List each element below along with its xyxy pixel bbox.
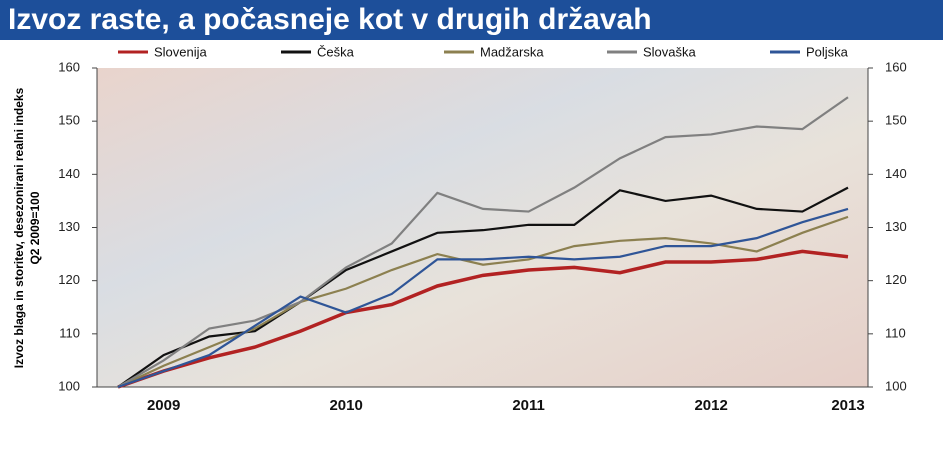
series-line [117, 186, 849, 388]
y-tick-label: 110 [59, 325, 80, 340]
y-tick-label: 100 [58, 378, 80, 393]
series-line [117, 249, 849, 389]
y-tick-label: 140 [58, 166, 80, 181]
x-tick-label: 2011 [512, 397, 545, 414]
y-tick-label: 150 [58, 113, 80, 128]
y2-tick-label: 160 [885, 59, 907, 74]
y2-tick-label: 130 [885, 219, 907, 234]
title-bar [0, 0, 943, 40]
y2-tick-label: 140 [885, 166, 907, 181]
series-line [117, 207, 849, 389]
y-tick-label: 160 [58, 59, 80, 74]
legend-label: Poljska [806, 44, 849, 59]
y2-tick-label: 120 [885, 272, 907, 287]
y-axis-label: Q2 2009=100 [28, 191, 42, 264]
legend-label: Slovaška [643, 44, 697, 59]
legend-label: Češka [317, 44, 355, 59]
x-tick-label: 2013 [831, 397, 864, 414]
y-axis-label: Izvoz blaga in storitev, desezonirani re… [12, 87, 26, 368]
legend-label: Madžarska [480, 44, 544, 59]
y2-tick-label: 110 [885, 325, 906, 340]
legend-label: Slovenija [154, 44, 208, 59]
y-tick-label: 130 [58, 219, 80, 234]
y2-tick-label: 100 [885, 378, 907, 393]
chart-title: Izvoz raste, a počasneje kot v drugih dr… [8, 3, 652, 36]
x-tick-label: 2010 [329, 397, 362, 414]
x-tick-label: 2009 [147, 397, 180, 414]
plot-background [97, 68, 868, 387]
series-line [117, 96, 849, 388]
y2-tick-label: 150 [885, 113, 907, 128]
x-tick-label: 2012 [694, 397, 727, 414]
y-tick-label: 120 [58, 272, 80, 287]
